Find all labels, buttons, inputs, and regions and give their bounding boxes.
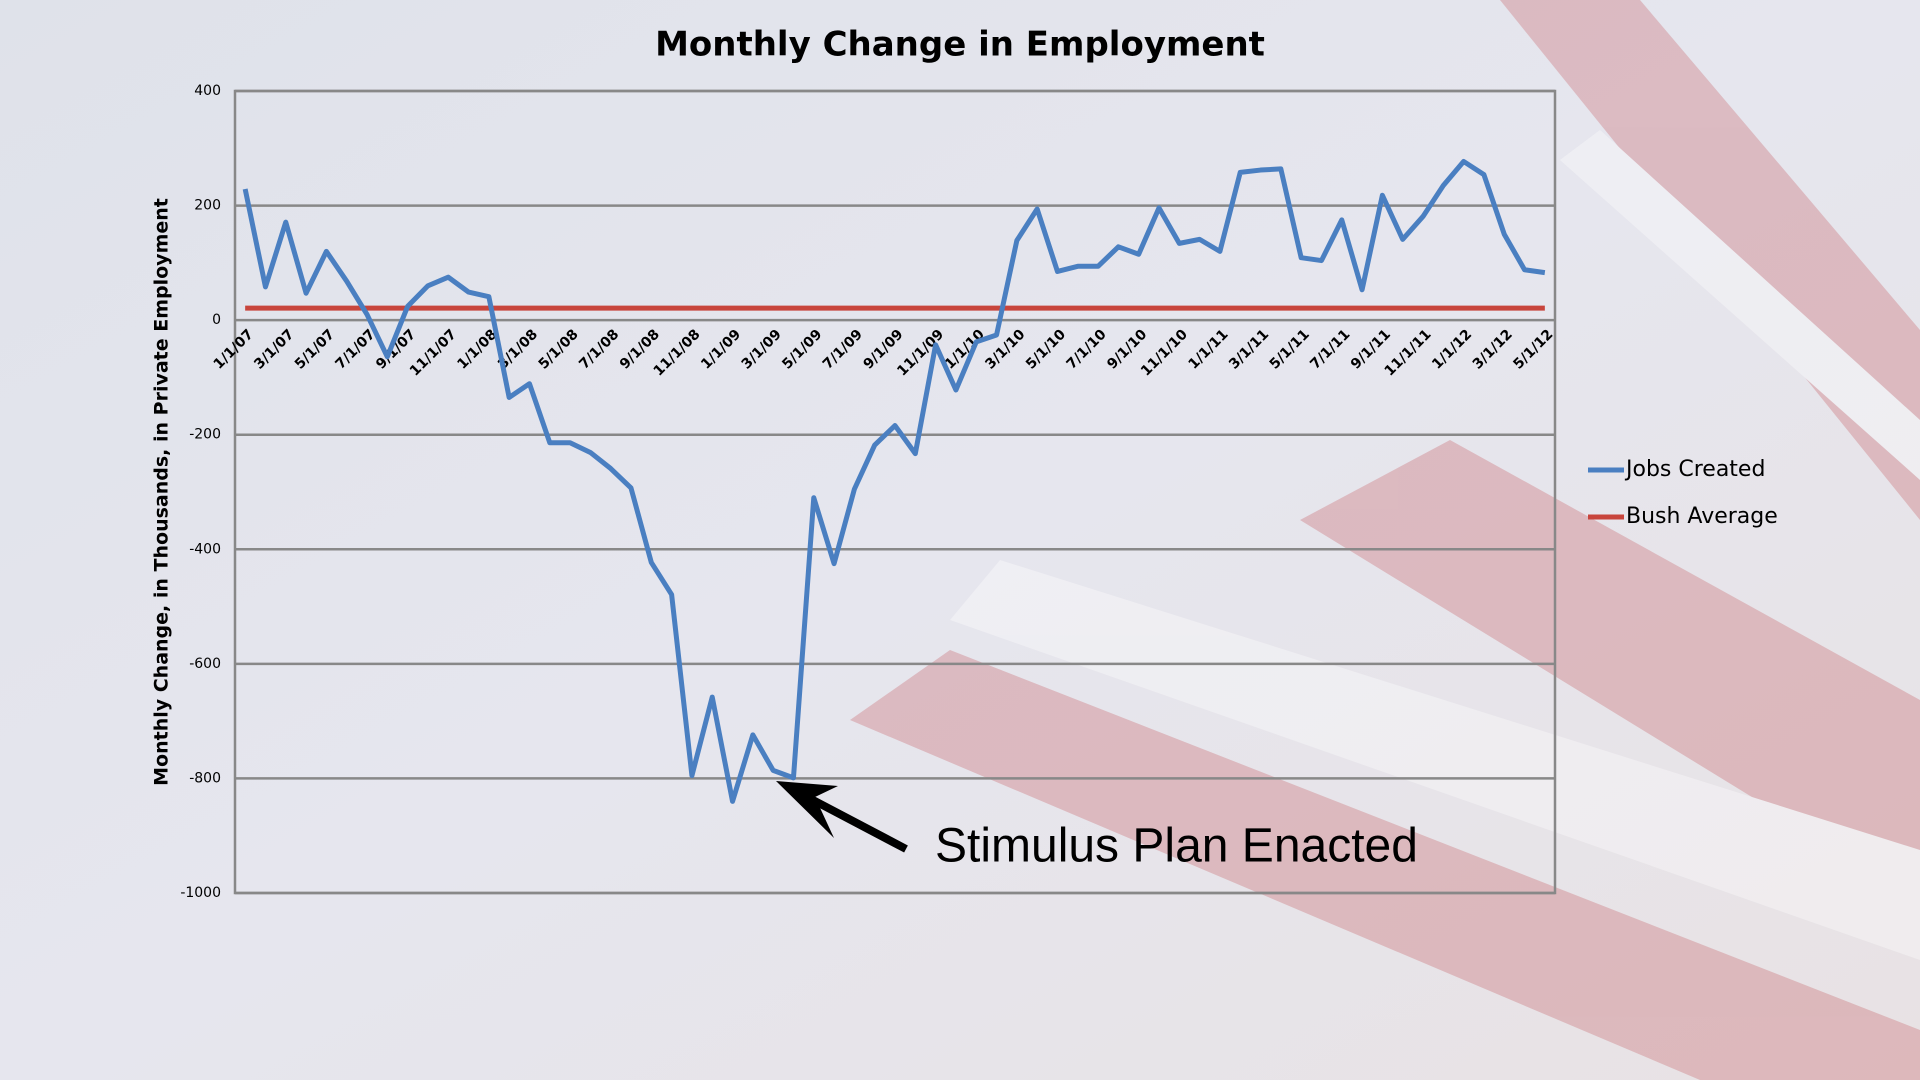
flag-stripes: [850, 0, 1920, 1080]
y-tick-label: -400: [189, 541, 221, 557]
y-tick-label: 200: [194, 198, 221, 214]
y-tick-label: 400: [194, 83, 221, 99]
legend-label: Bush Average: [1626, 504, 1778, 529]
y-tick-label: 0: [212, 312, 221, 328]
y-tick-label: -1000: [180, 885, 221, 901]
y-axis-label: Monthly Change, in Thousands, in Private…: [151, 198, 173, 786]
y-tick-label: -600: [189, 656, 221, 672]
y-tick-label: -200: [189, 427, 221, 443]
annotation: Stimulus Plan Enacted: [935, 820, 1418, 873]
y-tick-label: -800: [189, 770, 221, 786]
annotation-arrow: [776, 781, 908, 853]
legend-label: Jobs Created: [1624, 457, 1765, 482]
series-line: [242, 158, 1546, 804]
plot-border: [233, 89, 1557, 895]
chart-title: Monthly Change in Employment: [655, 25, 1265, 65]
